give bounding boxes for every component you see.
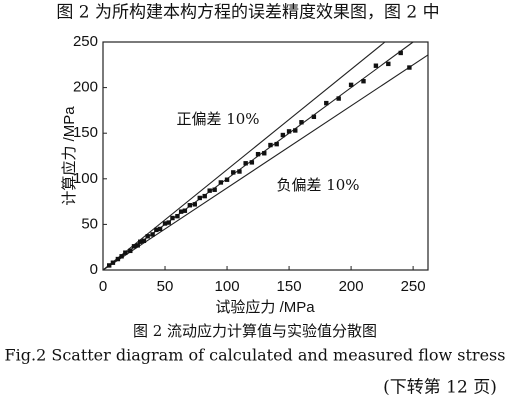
x-tick-label: 50 [157,278,174,295]
header-text: 图 2 为所构建本构方程的误差精度效果图，图 2 中 [56,3,439,23]
data-point [107,263,112,268]
x-tick-label: 200 [339,278,364,295]
data-point [175,213,180,219]
data-point [255,151,261,157]
x-axis-label: 试验应力 /MPa [215,298,315,316]
data-point [145,234,150,239]
data-point [182,208,188,213]
y-tick-label: 150 [73,124,98,141]
data-point [268,142,273,148]
data-point [262,151,267,156]
data-point [361,79,366,84]
data-point [280,132,286,138]
data-point [398,50,403,56]
data-point [373,63,379,68]
data-point [138,239,143,244]
data-point [243,161,248,166]
data-point [218,180,224,185]
x-tick-label: 0 [99,278,107,295]
data-point [141,238,147,244]
data-point [150,232,155,237]
caption-cn: 图 2 流动应力计算值与实验值分散图 [133,322,377,340]
data-point [348,82,354,88]
data-point [237,169,242,174]
data-point [249,160,255,165]
data-point [157,226,163,232]
data-point [212,187,217,192]
footer-text: (下转第 12 页) [383,378,497,398]
plot-frame [102,41,429,271]
data-point [178,209,184,214]
data-point [192,202,197,207]
y-tick-label: 50 [81,215,98,232]
data-point [407,65,412,70]
caption-en: Fig.2 Scatter diagram of calculated and … [5,346,506,365]
data-point [197,195,202,201]
data-point [274,141,279,147]
data-point [231,170,236,175]
y-tick-label: 100 [73,170,98,187]
data-point [311,114,317,119]
y-axis-label: 计算应力 /MPa [60,106,78,206]
y-tick-label: 250 [73,33,98,50]
data-point [202,193,207,199]
data-point [187,203,193,208]
annotation: 正偏差 10% [176,110,259,128]
data-point [170,215,175,221]
data-point [207,188,212,193]
data-point [135,243,140,248]
annotation: 负偏差 10% [276,176,359,194]
data-point [110,260,116,265]
data-point [119,254,124,259]
data-point [154,227,159,233]
data-point [128,248,133,254]
data-point [286,129,292,134]
reference-line [102,41,386,271]
data-point [131,244,137,249]
data-point [293,128,298,133]
x-tick-label: 250 [401,278,426,295]
data-point [299,120,304,125]
x-tick-label: 100 [215,278,240,295]
y-tick-label: 200 [73,79,98,96]
plot: 0 50 100 150 200 250 0 50 100 150 200 250 正偏差 10% 负偏差… [73,33,429,295]
data-point [123,250,128,255]
data-point [162,221,168,226]
data-point [224,177,230,182]
reference-line [102,54,429,271]
x-tick-label: 150 [277,278,302,295]
data-point [166,220,171,225]
y-tick-label: 0 [90,261,98,278]
data-point [386,61,391,67]
data-point [115,256,121,262]
data-point [324,100,329,106]
data-point [336,96,341,101]
